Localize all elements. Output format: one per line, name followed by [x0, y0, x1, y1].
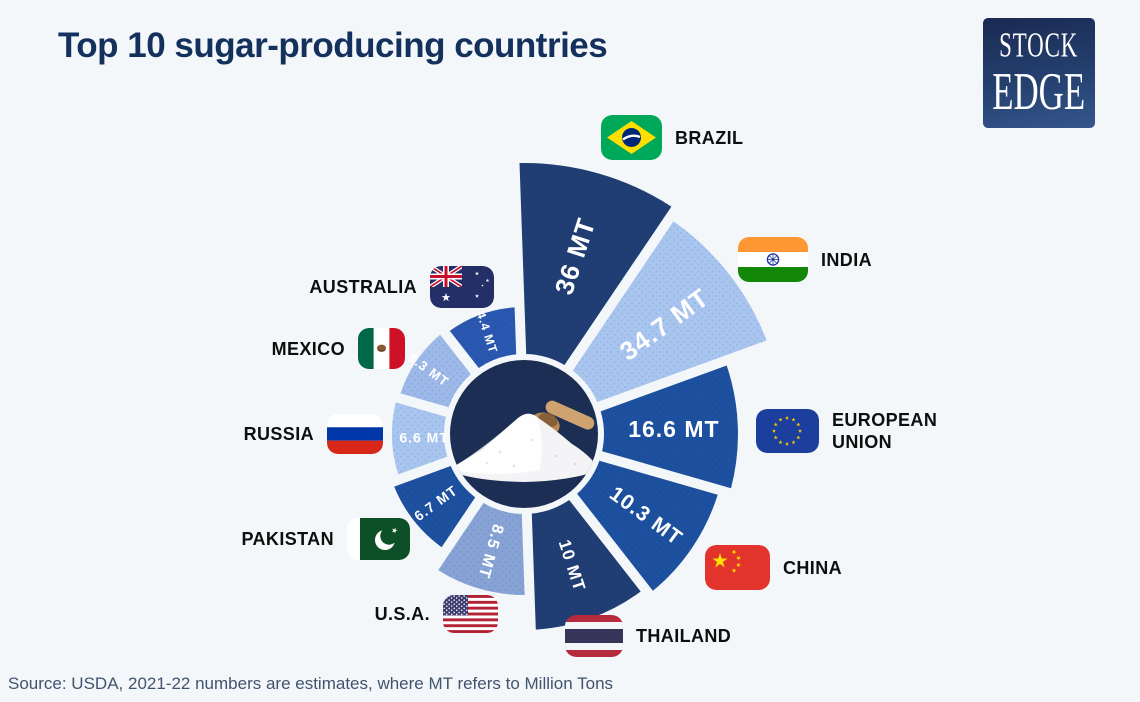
- chart-center-sugar-image: [450, 360, 598, 508]
- india-flag: [738, 237, 808, 282]
- stockedge-logo: STOCK EDGE: [983, 18, 1095, 128]
- legend-australia: AUSTRALIA: [309, 266, 494, 308]
- legend-brazil: BRAZIL: [601, 115, 743, 160]
- country-label-india: INDIA: [821, 249, 872, 270]
- australia-flag: [430, 266, 494, 308]
- usa-flag: [443, 595, 498, 633]
- european-union-flag: [756, 409, 819, 453]
- brazil-flag: [601, 115, 662, 160]
- legend-thailand: THAILAND: [565, 615, 731, 657]
- logo-text-edge: EDGE: [992, 61, 1086, 121]
- value-label-european-union: 16.6 MT: [628, 416, 719, 442]
- legend-european-union: EUROPEAN UNION: [756, 409, 937, 453]
- country-label-pakistan: PAKISTAN: [241, 529, 334, 549]
- wedge-texture: [577, 460, 718, 591]
- china-flag: [705, 545, 770, 590]
- legend-india: INDIA: [738, 237, 872, 282]
- country-label-usa: U.S.A.: [374, 604, 430, 624]
- wedge-texture: [572, 221, 767, 402]
- value-label-russia: 6.6 MT: [399, 430, 449, 446]
- country-label-mexico: MEXICO: [271, 338, 345, 359]
- legend-mexico: MEXICO: [272, 328, 405, 369]
- legend-china: CHINA: [705, 545, 842, 590]
- country-label-brazil: BRAZIL: [675, 127, 744, 148]
- source-note: Source: USDA, 2021-22 numbers are estima…: [8, 674, 614, 693]
- country-label-australia: AUSTRALIA: [309, 277, 417, 297]
- country-label-russia: RUSSIA: [243, 424, 314, 444]
- thailand-flag: [565, 615, 623, 657]
- legend-russia: RUSSIA: [244, 414, 383, 454]
- wedge-texture: [391, 402, 448, 475]
- legend-usa: U.S.A.: [375, 595, 498, 633]
- country-label-thailand: THAILAND: [636, 626, 732, 646]
- pakistan-flag: [347, 518, 410, 560]
- country-label-european-union: EUROPEAN UNION: [832, 410, 938, 452]
- logo-text-stock: STOCK: [999, 25, 1079, 65]
- russia-flag: [327, 414, 383, 454]
- wedge-texture: [438, 503, 525, 596]
- wedge-texture: [449, 307, 517, 368]
- wedge-texture: [519, 162, 672, 365]
- mexico-flag: [358, 328, 405, 369]
- country-label-china: CHINA: [783, 557, 842, 578]
- wedge-texture: [531, 500, 641, 630]
- wedge-texture: [600, 365, 738, 489]
- wedge-texture: [394, 466, 476, 548]
- wedge-texture: [400, 334, 471, 408]
- page-title: Top 10 sugar-producing countries: [58, 26, 608, 65]
- legend-pakistan: PAKISTAN: [241, 518, 410, 560]
